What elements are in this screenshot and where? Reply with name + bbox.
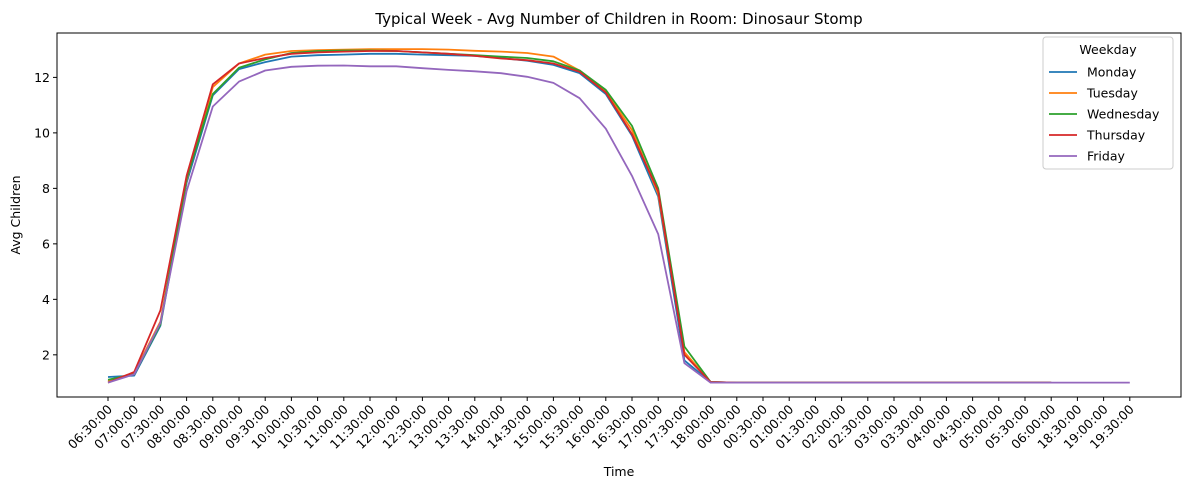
y-axis: 2 4 6 8 10 12 xyxy=(34,70,57,362)
y-tick-label: 12 xyxy=(34,70,50,85)
legend-title: Weekday xyxy=(1079,42,1137,57)
legend-label-tuesday: Tuesday xyxy=(1086,86,1138,101)
legend-label-friday: Friday xyxy=(1087,149,1125,164)
chart-title: Typical Week - Avg Number of Children in… xyxy=(374,10,862,28)
y-tick-label: 10 xyxy=(34,125,50,140)
series-layer xyxy=(107,48,1130,384)
series-line-friday xyxy=(107,64,1130,384)
legend-label-thursday: Thursday xyxy=(1086,128,1146,143)
series-line-monday xyxy=(107,52,1052,384)
plot-frame xyxy=(56,32,1182,398)
y-tick-label: 4 xyxy=(42,292,50,307)
plot-area xyxy=(56,32,1182,398)
legend-frame xyxy=(1042,36,1174,170)
legend-label-wednesday: Wednesday xyxy=(1087,107,1160,122)
legend: Weekday Monday Tuesday Wednesday Thursday Fr… xyxy=(1042,36,1174,170)
y-tick-label: 2 xyxy=(42,347,50,362)
y-axis-label: Avg Children xyxy=(8,175,23,254)
y-tick-label: 6 xyxy=(42,236,50,251)
series-line-wednesday xyxy=(107,49,1052,384)
legend-label-monday: Monday xyxy=(1087,65,1137,80)
x-axis: 06:30:0007:00:0007:30:0008:00:0008:30:00… xyxy=(65,397,1137,452)
series-line-thursday xyxy=(107,50,1052,384)
y-tick-label: 8 xyxy=(42,181,50,196)
x-axis-label: Time xyxy=(603,464,635,479)
